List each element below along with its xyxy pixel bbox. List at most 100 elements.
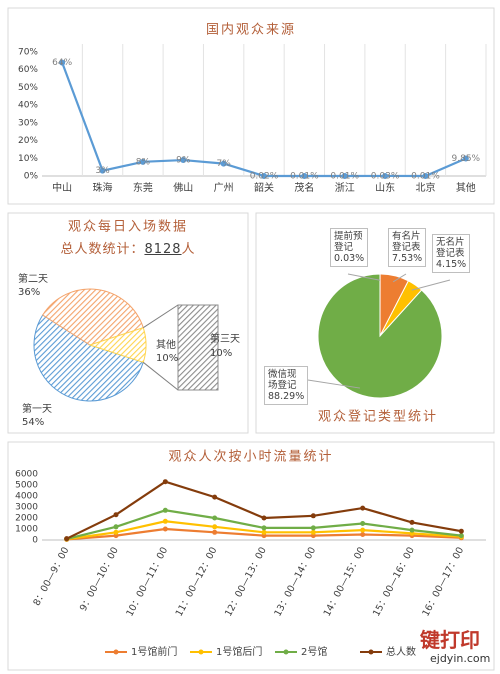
x-tick-label: 其他 bbox=[456, 181, 476, 194]
marker bbox=[212, 524, 218, 530]
marker bbox=[360, 505, 366, 511]
y-tick-label: 50% bbox=[18, 83, 38, 93]
pie-slice bbox=[88, 327, 147, 363]
chart-title: 观众每日入场数据 bbox=[68, 219, 188, 235]
marker bbox=[382, 172, 389, 179]
category-label: 微信现场登记 bbox=[268, 369, 297, 391]
x-tick-label: 佛山 bbox=[173, 181, 193, 194]
legend-marker bbox=[198, 649, 204, 655]
pie-slice bbox=[33, 314, 144, 402]
y-tick-label: 3000 bbox=[15, 503, 38, 513]
marker bbox=[409, 519, 415, 525]
value-label: 7.53% bbox=[392, 253, 423, 264]
marker bbox=[99, 167, 106, 174]
marker bbox=[458, 528, 464, 534]
marker bbox=[220, 160, 227, 167]
data-label: 9.85% bbox=[452, 154, 481, 164]
x-tick-label: 韶关 bbox=[254, 181, 274, 194]
x-tick-label: 浙江 bbox=[335, 182, 355, 194]
marker bbox=[162, 479, 168, 485]
value-label: 36% bbox=[18, 287, 41, 298]
data-label: 0.01% bbox=[330, 171, 359, 181]
category-label: 有名片登记表 bbox=[392, 231, 421, 253]
marker bbox=[212, 494, 218, 500]
legend-marker bbox=[283, 649, 289, 655]
x-tick-label: 珠海 bbox=[93, 181, 113, 194]
legend-label: 总人数 bbox=[386, 645, 416, 658]
y-tick-label: 0% bbox=[24, 172, 39, 182]
marker bbox=[59, 59, 66, 66]
marker bbox=[462, 155, 469, 162]
x-tick-label: 茂名 bbox=[294, 181, 314, 194]
pie-slice bbox=[317, 273, 443, 399]
data-label: 7% bbox=[216, 159, 231, 169]
marker bbox=[162, 507, 168, 513]
label-box: 提前预登记 0.03% bbox=[330, 228, 369, 267]
label-box: 无名片登记表 4.15% bbox=[432, 234, 471, 273]
data-label: 64% bbox=[52, 58, 72, 68]
watermark-text: 键打印 bbox=[420, 628, 480, 652]
marker bbox=[341, 172, 348, 179]
y-tick-label: 70% bbox=[18, 48, 38, 58]
y-tick-label: 60% bbox=[18, 65, 38, 75]
x-tick-label: 东莞 bbox=[133, 181, 153, 194]
data-label: 0.03% bbox=[371, 171, 400, 181]
x-tick-label: 北京 bbox=[415, 181, 435, 194]
watermark: 键打印 ejdyin.com bbox=[390, 622, 498, 672]
marker bbox=[139, 158, 146, 165]
marker bbox=[301, 172, 308, 179]
y-tick-label: 4000 bbox=[15, 492, 38, 502]
marker bbox=[212, 529, 218, 535]
x-tick-label: 广州 bbox=[214, 182, 234, 194]
total: 8128 bbox=[144, 242, 182, 257]
value-label: 54% bbox=[22, 417, 45, 428]
y-tick-label: 2000 bbox=[15, 514, 38, 524]
marker bbox=[162, 518, 168, 524]
marker bbox=[162, 526, 168, 532]
y-tick-label: 40% bbox=[18, 101, 38, 111]
legend-marker bbox=[113, 649, 119, 655]
x-tick-label: 山东 bbox=[375, 181, 395, 194]
pie-slice bbox=[42, 288, 144, 346]
label-box: 微信现场登记 88.29% bbox=[264, 366, 309, 405]
subtitle: 总人数统计：8128人 bbox=[8, 238, 248, 257]
value-label: 0.03% bbox=[334, 253, 365, 264]
marker bbox=[212, 515, 218, 521]
watermark-url: ejdyin.com bbox=[430, 652, 491, 665]
marker bbox=[310, 525, 316, 531]
data-label: 9% bbox=[176, 156, 191, 166]
label-box: 有名片登记表 7.53% bbox=[388, 228, 427, 267]
marker bbox=[64, 536, 70, 542]
legend-label: 1号馆前门 bbox=[131, 645, 177, 658]
connector bbox=[142, 304, 179, 329]
marker bbox=[360, 527, 366, 533]
panel bbox=[7, 441, 495, 671]
marker bbox=[310, 529, 316, 535]
value-label: 4.15% bbox=[436, 259, 467, 270]
chart-title: 观众登记类型统计 bbox=[318, 410, 438, 425]
legend-label: 2号馆 bbox=[301, 645, 327, 658]
chart-title: 观众人次按小时流量统计 bbox=[168, 449, 333, 465]
y-tick-label: 6000 bbox=[15, 470, 38, 480]
data-label: 3% bbox=[95, 166, 110, 176]
marker bbox=[409, 527, 415, 533]
marker bbox=[261, 525, 267, 531]
category-label: 第二天 bbox=[18, 274, 48, 285]
category-label: 提前预登记 bbox=[334, 231, 363, 253]
marker bbox=[113, 512, 119, 518]
marker bbox=[261, 172, 267, 179]
y-tick-label: 20% bbox=[18, 136, 38, 146]
marker bbox=[360, 532, 366, 537]
marker bbox=[360, 521, 366, 526]
connector bbox=[142, 361, 179, 391]
marker bbox=[261, 529, 267, 535]
legend-label: 1号馆后门 bbox=[216, 645, 262, 658]
value-label: 10% bbox=[156, 353, 179, 364]
data-label: 0.01% bbox=[411, 171, 440, 181]
marker bbox=[458, 533, 464, 539]
category-label: 第三天 bbox=[210, 333, 240, 345]
marker bbox=[422, 172, 429, 179]
category-label: 其他 bbox=[156, 340, 176, 351]
value-label: 88.29% bbox=[268, 391, 305, 402]
